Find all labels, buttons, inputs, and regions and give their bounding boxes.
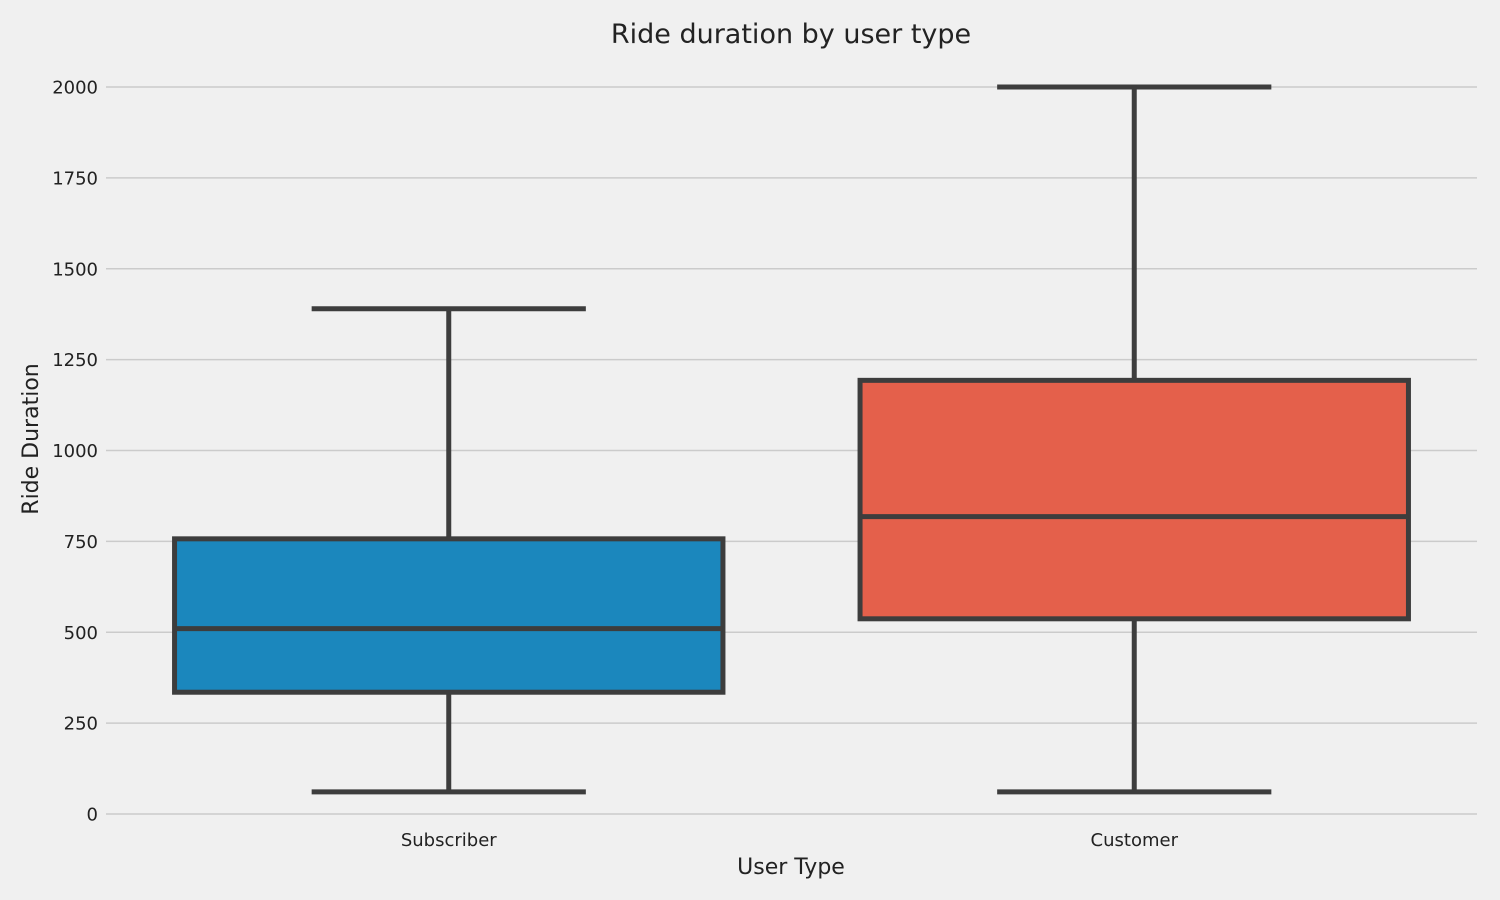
y-tick-label: 500: [64, 623, 98, 644]
y-tick-label: 1250: [52, 350, 98, 371]
x-tick-label: Subscriber: [401, 830, 497, 851]
y-tick-label: 1750: [52, 168, 98, 189]
box-subscriber: [172, 536, 726, 695]
y-tick-label: 0: [87, 805, 98, 826]
box-series: [172, 84, 1411, 795]
y-tick-label: 250: [64, 714, 98, 735]
box-group-customer: [857, 84, 1411, 795]
y-axis-ticks: 0 250 500 750 1000 1250 1500 1750 2000: [52, 78, 98, 826]
x-axis-label: User Type: [737, 855, 845, 880]
box-group-subscriber: [172, 306, 726, 795]
x-tick-label: Customer: [1091, 830, 1179, 851]
y-axis-label: Ride Duration: [19, 363, 44, 514]
y-tick-label: 2000: [52, 78, 98, 99]
box-customer: [857, 377, 1411, 622]
y-tick-label: 1500: [52, 259, 98, 280]
y-tick-label: 750: [64, 532, 98, 553]
chart-title: Ride duration by user type: [611, 19, 971, 50]
y-tick-label: 1000: [52, 441, 98, 462]
x-axis-ticks: Subscriber Customer: [401, 830, 1179, 851]
